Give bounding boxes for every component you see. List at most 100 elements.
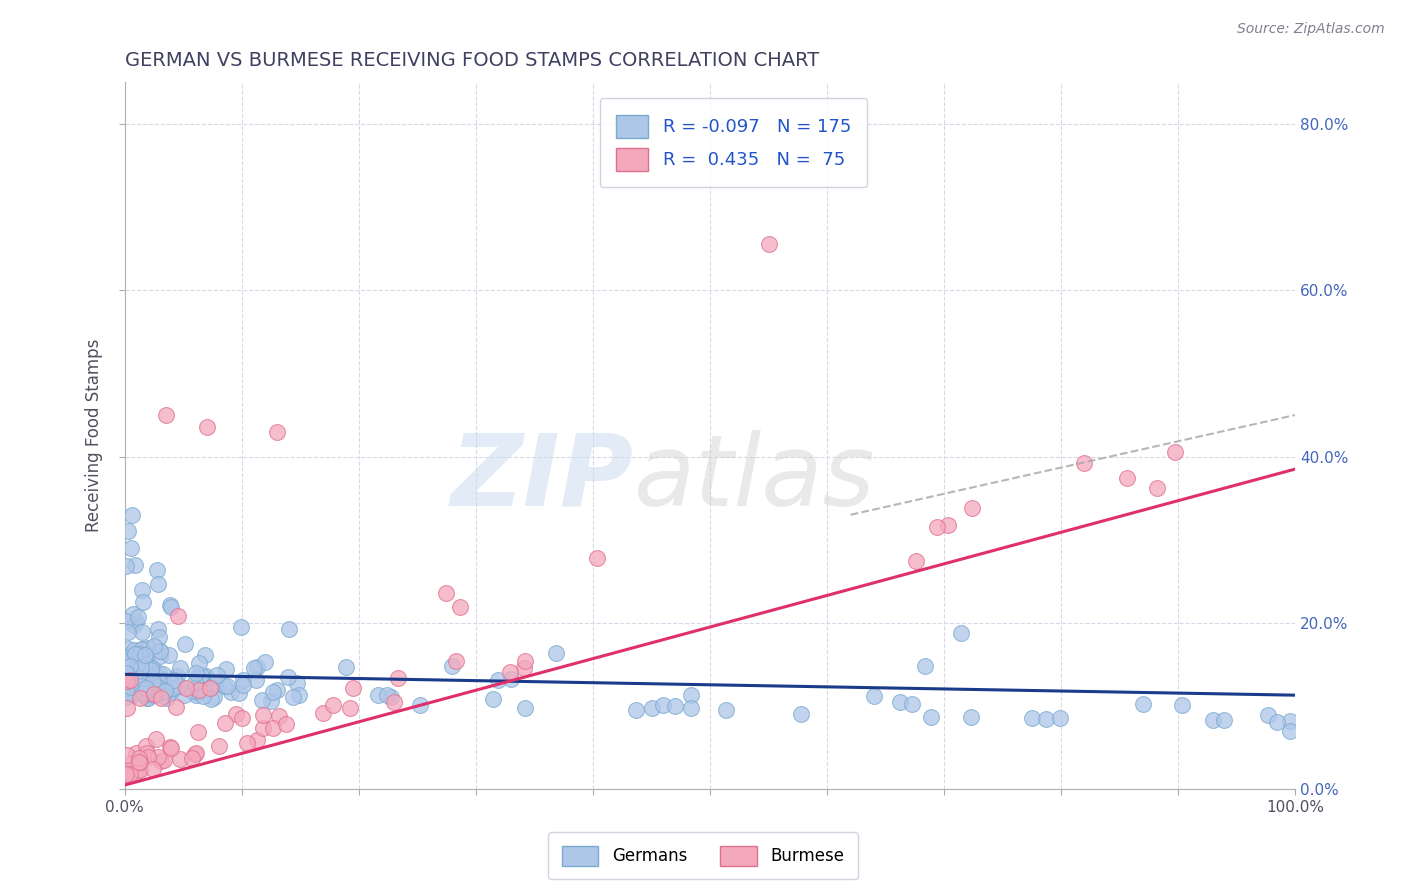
- Point: [160, 741, 183, 756]
- Point: [441, 659, 464, 673]
- Point: [212, 680, 235, 694]
- Point: [132, 671, 155, 685]
- Point: [122, 607, 145, 622]
- Point: [1164, 445, 1187, 459]
- Point: [124, 648, 146, 662]
- Point: [121, 508, 143, 522]
- Point: [115, 700, 138, 714]
- Point: [146, 687, 169, 701]
- Point: [246, 660, 269, 674]
- Point: [900, 697, 922, 711]
- Point: [960, 501, 983, 516]
- Point: [118, 666, 141, 681]
- Point: [1049, 711, 1071, 725]
- Point: [128, 750, 150, 764]
- Point: [335, 660, 357, 674]
- Point: [184, 746, 207, 760]
- Point: [148, 630, 170, 644]
- Point: [204, 675, 226, 690]
- Point: [120, 673, 142, 687]
- Point: [120, 764, 142, 779]
- Point: [169, 661, 191, 675]
- Point: [146, 623, 169, 637]
- Point: [186, 688, 208, 702]
- Point: [120, 680, 142, 694]
- Point: [136, 656, 159, 670]
- Point: [145, 683, 167, 698]
- Point: [138, 687, 160, 701]
- Point: [134, 676, 156, 690]
- Point: [160, 684, 183, 698]
- Point: [681, 688, 703, 702]
- Point: [205, 668, 228, 682]
- Point: [181, 751, 204, 765]
- Point: [136, 691, 159, 706]
- Point: [117, 652, 139, 666]
- Point: [184, 665, 207, 680]
- Point: [285, 676, 308, 690]
- Point: [142, 687, 165, 701]
- Point: [585, 551, 607, 566]
- Point: [128, 755, 150, 769]
- Point: [115, 690, 138, 704]
- Point: [124, 618, 146, 632]
- Point: [152, 690, 174, 704]
- Point: [949, 626, 972, 640]
- Point: [143, 684, 166, 698]
- Point: [117, 654, 139, 668]
- Point: [232, 678, 254, 692]
- Point: [160, 674, 183, 689]
- Point: [159, 599, 181, 613]
- Point: [134, 686, 156, 700]
- Point: [889, 694, 911, 708]
- Point: [243, 661, 266, 675]
- Point: [262, 685, 284, 699]
- Point: [254, 655, 277, 669]
- Point: [925, 520, 948, 534]
- Point: [128, 647, 150, 661]
- Point: [914, 659, 936, 673]
- Point: [142, 672, 165, 686]
- Point: [141, 661, 163, 675]
- Point: [146, 562, 169, 576]
- Point: [150, 690, 173, 705]
- Point: [115, 614, 138, 628]
- Point: [184, 674, 207, 689]
- Point: [152, 753, 174, 767]
- Point: [142, 675, 165, 690]
- Point: [266, 682, 288, 697]
- Point: [143, 688, 166, 702]
- Legend: R = -0.097   N = 175, R =  0.435   N =  75: R = -0.097 N = 175, R = 0.435 N = 75: [599, 98, 868, 187]
- Point: [231, 711, 253, 725]
- Point: [134, 683, 156, 698]
- Point: [174, 681, 197, 696]
- Point: [155, 684, 177, 698]
- Point: [127, 610, 149, 624]
- Point: [162, 681, 184, 696]
- Point: [163, 673, 186, 687]
- Point: [163, 674, 186, 689]
- Point: [1132, 697, 1154, 711]
- Point: [131, 582, 153, 597]
- Point: [166, 668, 188, 682]
- Point: [187, 724, 209, 739]
- Point: [124, 766, 146, 780]
- Point: [115, 667, 138, 681]
- Point: [449, 600, 471, 615]
- Point: [236, 736, 259, 750]
- Point: [115, 767, 138, 781]
- Point: [789, 707, 811, 722]
- Point: [131, 679, 153, 693]
- Point: [117, 677, 139, 691]
- Point: [513, 701, 536, 715]
- Point: [215, 662, 238, 676]
- Point: [252, 707, 274, 722]
- Point: [200, 691, 222, 706]
- Point: [135, 746, 157, 760]
- Point: [149, 644, 172, 658]
- Point: [122, 688, 145, 702]
- Point: [195, 420, 218, 434]
- Point: [125, 746, 148, 760]
- Point: [131, 625, 153, 640]
- Point: [342, 681, 364, 696]
